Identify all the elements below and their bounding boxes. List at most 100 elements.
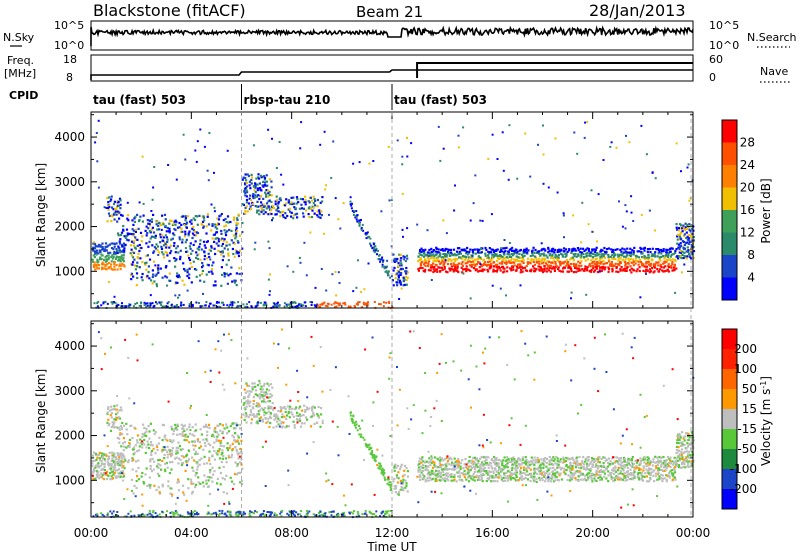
echo-cell xyxy=(610,265,613,268)
echo-cell xyxy=(519,271,522,274)
echo-cell xyxy=(252,193,255,196)
echo-cell xyxy=(508,242,511,244)
echo-cell xyxy=(435,253,438,256)
echo-cell xyxy=(114,469,117,472)
echo-cell xyxy=(289,203,292,206)
echo-cell xyxy=(225,272,228,275)
echo-cell xyxy=(375,247,378,250)
echo-cell xyxy=(552,456,555,459)
echo-cell xyxy=(431,466,435,469)
echo-cell xyxy=(640,124,643,127)
echo-cell xyxy=(115,476,118,479)
echo-cell xyxy=(586,468,589,471)
echo-cell xyxy=(438,462,441,465)
echo-cell xyxy=(460,266,463,269)
echo-cell xyxy=(177,489,180,492)
echo-cell xyxy=(381,256,384,259)
echo-cell xyxy=(633,466,636,469)
echo-cell xyxy=(629,257,632,260)
echo-cell xyxy=(642,247,645,250)
echo-cell xyxy=(523,461,526,464)
echo-cell xyxy=(99,250,102,254)
echo-cell xyxy=(620,464,623,467)
echo-cell xyxy=(191,466,194,469)
echo-cell xyxy=(207,264,210,267)
echo-cell xyxy=(267,128,270,131)
echo-cell xyxy=(354,216,357,219)
echo-cell xyxy=(157,224,160,227)
echo-cell xyxy=(503,456,506,459)
echo-cell xyxy=(572,462,575,465)
echo-cell xyxy=(131,219,134,222)
echo-cell xyxy=(132,453,135,456)
echo-cell xyxy=(223,238,226,241)
echo-cell xyxy=(389,486,392,489)
echo-cell xyxy=(540,253,543,256)
echo-cell xyxy=(605,251,608,254)
echo-cell xyxy=(174,294,177,297)
echo-cell xyxy=(143,443,146,446)
echo-cell xyxy=(491,476,494,479)
echo-cell xyxy=(209,249,212,252)
echo-cell xyxy=(594,254,597,257)
echo-cell xyxy=(255,195,258,198)
echo-cell xyxy=(399,259,402,262)
echo-cell xyxy=(292,214,295,217)
echo-cell xyxy=(215,231,218,234)
echo-cell xyxy=(268,206,271,209)
echo-cell xyxy=(302,413,305,417)
echo-cell xyxy=(213,428,216,431)
echo-cell xyxy=(166,302,169,305)
echo-cell xyxy=(130,248,133,251)
echo-cell xyxy=(358,301,361,304)
echo-cell xyxy=(499,257,502,260)
echo-cell xyxy=(589,252,592,255)
echo-cell xyxy=(131,251,134,254)
echo-cell xyxy=(644,472,647,475)
echo-cell xyxy=(543,472,547,475)
colorbar-tick-label: 16 xyxy=(740,203,755,217)
echo-cell xyxy=(668,472,671,475)
echo-cell xyxy=(190,480,193,483)
echo-cell xyxy=(387,270,390,273)
echo-cell xyxy=(579,474,582,477)
echo-cell xyxy=(483,469,486,473)
echo-cell xyxy=(521,456,524,459)
echo-cell xyxy=(685,450,688,453)
echo-cell xyxy=(642,465,645,468)
echo-cell xyxy=(692,439,695,442)
echo-cell xyxy=(269,412,272,415)
echo-cell xyxy=(425,479,428,482)
echo-cell xyxy=(510,249,514,252)
echo-cell xyxy=(618,200,620,203)
echo-cell xyxy=(212,304,215,307)
echo-cell xyxy=(151,226,154,229)
echo-cell xyxy=(656,469,659,472)
echo-cell xyxy=(489,266,492,269)
echo-cell xyxy=(446,271,449,274)
echo-cell xyxy=(169,244,172,247)
echo-cell xyxy=(620,253,623,256)
echo-cell xyxy=(125,422,128,425)
echo-cell xyxy=(454,263,457,267)
echo-cell xyxy=(186,268,189,271)
echo-cell xyxy=(396,284,399,287)
echo-cell xyxy=(248,184,251,187)
echo-cell xyxy=(112,252,116,255)
echo-cell xyxy=(221,449,224,452)
echo-cell xyxy=(192,482,195,485)
echo-cell xyxy=(147,222,150,225)
echo-cell xyxy=(251,406,254,409)
echo-cell xyxy=(253,196,256,199)
echo-cell xyxy=(512,254,515,257)
echo-cell xyxy=(543,259,546,262)
echo-cell xyxy=(203,244,206,247)
echo-cell xyxy=(141,435,144,438)
echo-cell xyxy=(248,197,251,200)
echo-cell xyxy=(679,434,682,437)
echo-cell xyxy=(551,254,554,257)
echo-cell xyxy=(516,460,519,463)
echo-cell xyxy=(300,422,303,425)
echo-cell xyxy=(590,476,593,479)
